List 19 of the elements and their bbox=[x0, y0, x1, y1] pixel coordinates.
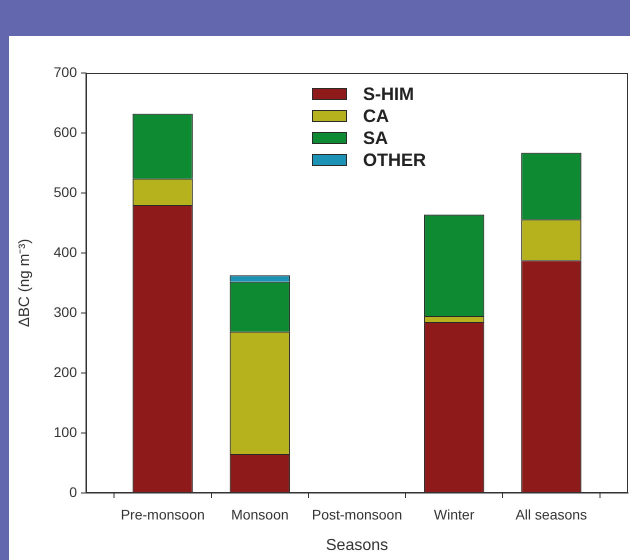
legend-label: CA bbox=[363, 106, 389, 126]
x-tick-label: Pre-monsoon bbox=[120, 506, 205, 522]
y-tick-label: 500 bbox=[54, 184, 78, 200]
x-tick-label: Winter bbox=[434, 506, 475, 522]
x-tick-label: All seasons bbox=[515, 506, 588, 522]
x-axis-title: Seasons bbox=[326, 536, 388, 554]
y-tick-label: 700 bbox=[54, 64, 78, 80]
y-axis-title: ΔBC (ng m⁻³) bbox=[16, 238, 34, 328]
y-tick-label: 0 bbox=[69, 484, 78, 500]
y-tick-label: 300 bbox=[54, 304, 78, 320]
legend-label: SA bbox=[363, 128, 388, 148]
legend-label: OTHER bbox=[363, 150, 426, 170]
x-tick-label: Monsoon bbox=[231, 506, 289, 522]
y-tick-label: 400 bbox=[54, 244, 78, 260]
y-tick-label: 600 bbox=[54, 124, 78, 140]
y-tick-label: 200 bbox=[54, 364, 78, 380]
y-tick-label: 100 bbox=[54, 424, 78, 440]
legend-label: S-HIM bbox=[363, 84, 414, 104]
x-tick-label: Post-monsoon bbox=[312, 506, 402, 522]
